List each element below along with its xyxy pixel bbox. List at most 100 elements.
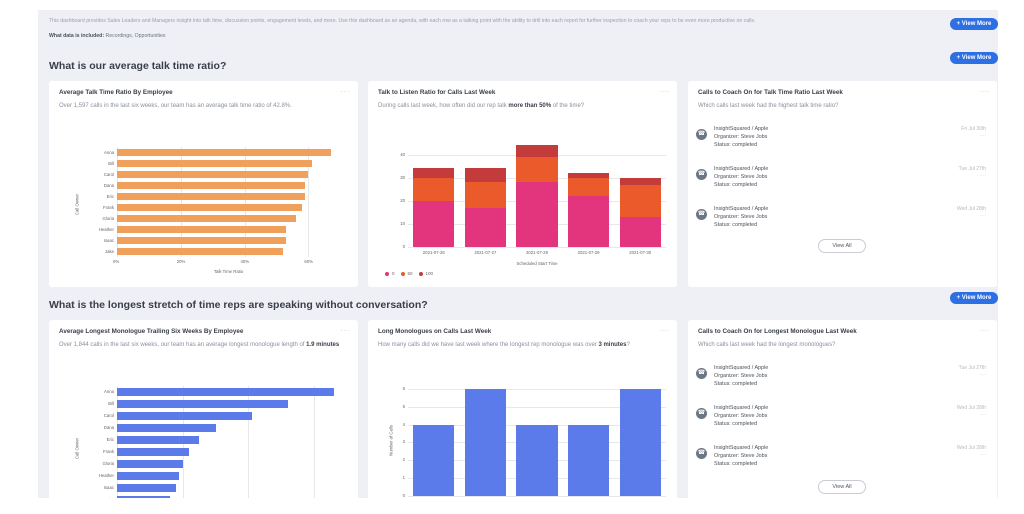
legend-item: 0 [385,271,395,276]
call-status: Status: completed [714,222,758,228]
dashboard-intro: This dashboard provides Sales Leaders an… [49,18,756,24]
y-tick-label: Carol [103,413,114,418]
y-tick-label: 1 [402,475,405,481]
y-tick-label: 3 [402,439,405,445]
bar [117,435,200,445]
desc-part: How many calls did we have last week whe… [378,342,599,348]
call-item[interactable]: ☎ InsightSquared / Apple Organizer: Stev… [696,205,986,235]
view-all-button[interactable]: View All [818,239,866,253]
y-tick-label: Isaac [103,237,114,243]
section2-view-more-button[interactable]: + View More [950,292,998,304]
monologue-bar-chart: Anna Bill Carol Dana Eric Frank Gloria Heather I… [49,320,358,498]
avg-talk-time-card: Average Talk Time Ratio By Employee ··· … [49,81,358,287]
card-menu-icon[interactable]: ··· [659,326,669,335]
card-description: During calls last week, how often did ou… [378,102,668,111]
talk-listen-ratio-card: Talk to Listen Ratio for Calls Last Week… [368,81,677,287]
call-menu-icon[interactable]: ··· [980,173,986,179]
bar-segment-0 [413,200,455,247]
call-item[interactable]: ☎ InsightSquared / Apple Organizer: Stev… [696,165,986,195]
y-tick-label: Heather [98,473,114,478]
card-title: Average Talk Time Ratio By Employee [59,89,173,96]
desc-highlight: 1.9 minutes [306,342,340,348]
call-name: InsightSquared / Apple [714,445,769,451]
call-icon: ☎ [696,209,707,220]
card-menu-icon[interactable]: ··· [979,87,989,96]
bar-segment-50 [464,182,507,208]
intro-view-more-button[interactable]: + View More [950,18,998,30]
y-tick-label: Bill [108,160,114,166]
bar-segment-50 [619,184,661,217]
y-tick-label: Bill [108,401,114,406]
bar [117,170,309,179]
card-title: Average Longest Monologue Trailing Six W… [59,328,244,335]
y-tick-label: 20 [400,197,405,203]
grid-line [117,147,118,257]
bar-segment-100 [619,177,661,185]
y-tick-label: 6 [402,385,405,391]
grid-line [314,386,316,498]
bar [619,388,661,496]
grid-line [308,147,310,257]
y-tick-label: Jake [104,248,114,254]
card-title: Calls to Coach On for Longest Monologue … [698,328,857,335]
y-tick-label: 10 [400,220,405,226]
grid-line [248,386,250,498]
call-icon: ☎ [696,169,707,180]
card-description: How many calls did we have last week whe… [378,341,673,350]
call-menu-icon[interactable]: ··· [980,452,986,458]
y-tick-label: Heather [98,226,114,232]
card-menu-icon[interactable]: ··· [340,326,350,335]
bar-segment-50 [413,177,455,201]
section1-view-more-button[interactable]: + View More [950,52,998,64]
x-tick-label: 20% [176,259,186,264]
bar [117,459,183,469]
coach-monologue-card: Calls to Coach On for Longest Monologue … [688,320,997,498]
call-status: Status: completed [714,381,758,387]
chart-legend: 0 50 100 [385,271,439,276]
bar [117,247,283,256]
call-date: Fri Jul 30th [961,126,986,132]
card-title: Talk to Listen Ratio for Calls Last Week [378,89,496,96]
call-menu-icon[interactable]: ··· [980,213,986,219]
y-tick-label: 0 [402,244,405,249]
bar-segment-50 [516,156,558,183]
call-item[interactable]: ☎ InsightSquared / Apple Organizer: Stev… [696,125,986,155]
x-tick-label: 2021-07-26 [422,250,445,255]
x-tick-label: 40% [240,259,250,264]
card-description: Which calls last week had the longest mo… [698,342,836,348]
y-tick-label: Frank [103,204,114,210]
x-tick-label: 0% [113,259,120,264]
call-date: Tue Jul 27th [958,365,986,371]
call-item[interactable]: ☎ InsightSquared / Apple Organizer: Stev… [696,364,986,394]
call-menu-icon[interactable]: ··· [980,412,986,418]
call-menu-icon[interactable]: ··· [980,372,986,378]
card-menu-icon[interactable]: ··· [979,326,989,335]
card-title: Long Monologues on Calls Last Week [378,328,492,335]
x-tick-label: 2021-07-29 [577,250,600,255]
bar-segment-100 [464,168,507,183]
x-tick-label: 2021-07-30 [629,250,652,255]
call-item[interactable]: ☎ InsightSquared / Apple Organizer: Stev… [696,444,986,474]
card-menu-icon[interactable]: ··· [659,87,669,96]
y-tick-label: Dana [103,425,114,430]
call-menu-icon[interactable]: ··· [980,133,986,139]
bar-segment-100 [567,173,610,178]
call-organizer: Organizer: Steve Jobs [714,214,768,220]
call-item[interactable]: ☎ InsightSquared / Apple Organizer: Stev… [696,404,986,434]
call-name: InsightSquared / Apple [714,365,769,371]
card-title: Calls to Coach On for Talk Time Ratio La… [698,89,843,96]
call-icon: ☎ [696,368,707,379]
long-monologues-card: Long Monologues on Calls Last Week ··· H… [368,320,677,498]
call-name: InsightSquared / Apple [714,405,769,411]
card-menu-icon[interactable]: ··· [340,87,350,96]
view-all-button[interactable]: View All [818,480,866,494]
desc-part: Over 1,844 calls in the last six weeks, … [59,342,307,348]
legend-label: 0 [392,271,395,276]
call-status: Status: completed [714,142,758,148]
y-tick-label: Frank [103,449,114,454]
legend-item: 50 [400,271,413,276]
x-tick-label: 2021-07-27 [474,250,497,255]
x-axis-title: Scheduled Start Time [516,261,558,266]
grid-line [180,147,182,257]
grid-line [408,388,666,390]
